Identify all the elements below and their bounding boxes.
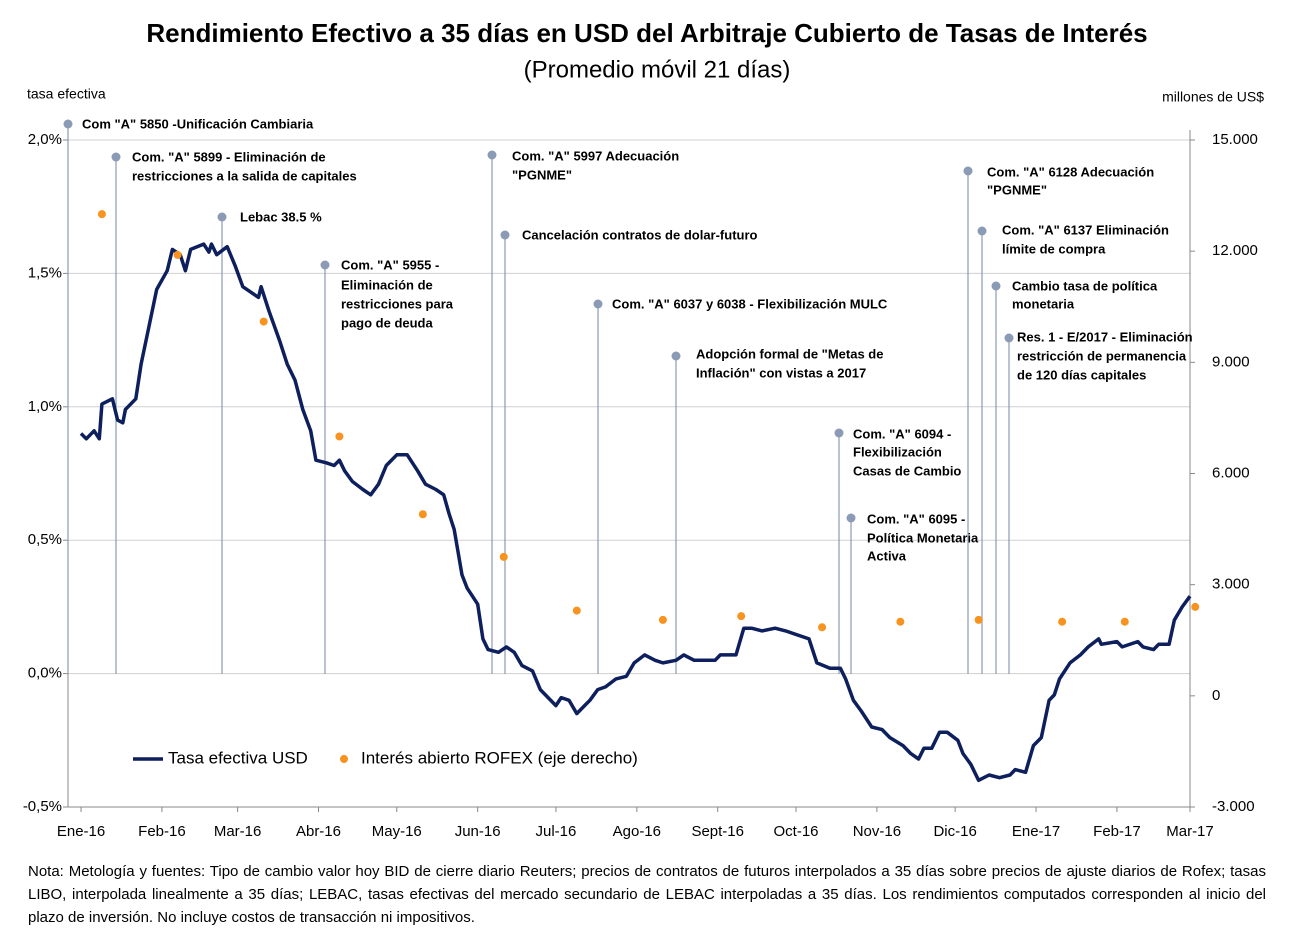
x-tick-label: Feb-17 bbox=[1093, 823, 1141, 840]
point bbox=[1191, 602, 1200, 611]
point bbox=[572, 606, 581, 615]
annotation-dot bbox=[111, 152, 121, 162]
chart: Rendimiento Efectivo a 35 días en USD de… bbox=[23, 18, 1264, 840]
point bbox=[1120, 617, 1129, 626]
y-tick-label: -0,5% bbox=[23, 798, 62, 815]
annotation-text: Política Monetaria bbox=[867, 530, 979, 545]
point bbox=[173, 250, 182, 259]
annotation-text: Lebac 38.5 % bbox=[240, 209, 322, 224]
annotation-text: límite de compra bbox=[1002, 241, 1106, 256]
x-tick-label: Feb-16 bbox=[138, 823, 186, 840]
annotation-dot bbox=[63, 119, 73, 129]
annotation-text: Eliminación de bbox=[341, 277, 433, 292]
y2-tick-label: 0 bbox=[1212, 687, 1220, 704]
annotation-dot bbox=[487, 150, 497, 160]
annotation-text: Com. "A" 5899 - Eliminación de bbox=[132, 149, 326, 164]
point bbox=[658, 615, 667, 624]
annotation-text: monetaria bbox=[1012, 296, 1075, 311]
annotation-text: Com "A" 5850 -Unificación Cambiaria bbox=[82, 116, 314, 131]
point bbox=[896, 617, 905, 626]
annotation-text: Com. "A" 5955 - bbox=[341, 257, 439, 272]
chart-subtitle: (Promedio móvil 21 días) bbox=[524, 56, 791, 83]
annotation-text: Activa bbox=[867, 548, 907, 563]
chart-title: Rendimiento Efectivo a 35 días en USD de… bbox=[146, 18, 1147, 48]
y2-tick-label: 12.000 bbox=[1212, 242, 1258, 259]
y2-tick-label: 6.000 bbox=[1212, 464, 1250, 481]
annotation-text: Com. "A" 6128 Adecuación bbox=[987, 164, 1154, 179]
annotation-text: Adopción formal de "Metas de bbox=[696, 346, 883, 361]
annotation-text: Flexibilización bbox=[853, 444, 942, 459]
annotation-dot bbox=[217, 212, 227, 222]
y2-tick-label: 9.000 bbox=[1212, 353, 1250, 370]
annotation-dot bbox=[593, 299, 603, 309]
annotation-dot bbox=[991, 281, 1001, 291]
y2-tick-label: -3.000 bbox=[1212, 798, 1255, 815]
annotation-dot bbox=[846, 513, 856, 523]
annotation-dot bbox=[834, 428, 844, 438]
x-tick-label: Nov-16 bbox=[853, 823, 901, 840]
y-tick-label: 1,5% bbox=[28, 264, 62, 281]
legend-label: Interés abierto ROFEX (eje derecho) bbox=[361, 748, 638, 767]
annotation-dot bbox=[977, 226, 987, 236]
y-tick-label: 1,0% bbox=[28, 398, 62, 415]
y2-tick-label: 15.000 bbox=[1212, 131, 1258, 148]
point bbox=[97, 210, 106, 219]
x-tick-label: May-16 bbox=[372, 823, 422, 840]
annotation-text: Res. 1 - E/2017 - Eliminación bbox=[1017, 329, 1193, 344]
point bbox=[418, 510, 427, 519]
x-tick-label: Ene-16 bbox=[57, 823, 105, 840]
annotation-text: Casas de Cambio bbox=[853, 463, 961, 478]
annotation-text: pago de deuda bbox=[341, 315, 434, 330]
x-tick-label: Mar-17 bbox=[1166, 823, 1214, 840]
annotation-text: Com. "A" 5997 Adecuación bbox=[512, 148, 679, 163]
x-tick-label: Jul-16 bbox=[536, 823, 577, 840]
annotation-dot bbox=[1004, 333, 1014, 343]
y-axis-label: tasa efectiva bbox=[27, 86, 106, 102]
annotation-text: "PGNME" bbox=[987, 182, 1047, 197]
annotation-dot bbox=[500, 230, 510, 240]
point bbox=[259, 317, 268, 326]
x-tick-label: Abr-16 bbox=[296, 823, 341, 840]
legend-label: Tasa efectiva USD bbox=[168, 748, 308, 767]
point bbox=[974, 615, 983, 624]
annotation-dot bbox=[320, 260, 330, 270]
y2-tick-label: 3.000 bbox=[1212, 576, 1250, 593]
y-tick-label: 0,0% bbox=[28, 665, 62, 682]
point bbox=[499, 552, 508, 561]
x-tick-label: Oct-16 bbox=[773, 823, 818, 840]
x-tick-label: Jun-16 bbox=[455, 823, 501, 840]
annotation-text: Com. "A" 6137 Eliminación bbox=[1002, 222, 1169, 237]
annotation-text: restricciones para bbox=[341, 296, 454, 311]
annotation-text: Inflación" con vistas a 2017 bbox=[696, 365, 866, 380]
y-tick-label: 0,5% bbox=[28, 531, 62, 548]
legend-swatch bbox=[340, 755, 348, 763]
x-tick-label: Ene-17 bbox=[1012, 823, 1060, 840]
annotation-text: de 120 días capitales bbox=[1017, 367, 1146, 382]
y2-axis-label: millones de US$ bbox=[1162, 89, 1264, 105]
annotation-text: restricción de permanencia bbox=[1017, 348, 1187, 363]
point bbox=[335, 432, 344, 441]
annotation-text: Com. "A" 6094 - bbox=[853, 426, 951, 441]
point bbox=[737, 612, 746, 621]
y-tick-label: 2,0% bbox=[28, 131, 62, 148]
annotation-text: "PGNME" bbox=[512, 167, 572, 182]
x-tick-label: Mar-16 bbox=[214, 823, 262, 840]
line bbox=[79, 242, 1192, 783]
annotation-text: Cambio tasa de política bbox=[1012, 278, 1158, 293]
annotation-text: Com. "A" 6095 - bbox=[867, 511, 965, 526]
note: Nota: Metología y fuentes: Tipo de cambi… bbox=[28, 863, 1266, 926]
point bbox=[1058, 617, 1067, 626]
x-tick-label: Dic-16 bbox=[933, 823, 976, 840]
x-tick-label: Ago-16 bbox=[613, 823, 661, 840]
annotation-text: Com. "A" 6037 y 6038 - Flexibilización M… bbox=[612, 296, 888, 311]
annotation-text: restricciones a la salida de capitales bbox=[132, 168, 357, 183]
point bbox=[818, 623, 827, 632]
annotation-text: Cancelación contratos de dolar-futuro bbox=[522, 227, 758, 242]
annotation-dot bbox=[963, 166, 973, 176]
annotation-dot bbox=[671, 351, 681, 361]
x-tick-label: Sept-16 bbox=[691, 823, 744, 840]
